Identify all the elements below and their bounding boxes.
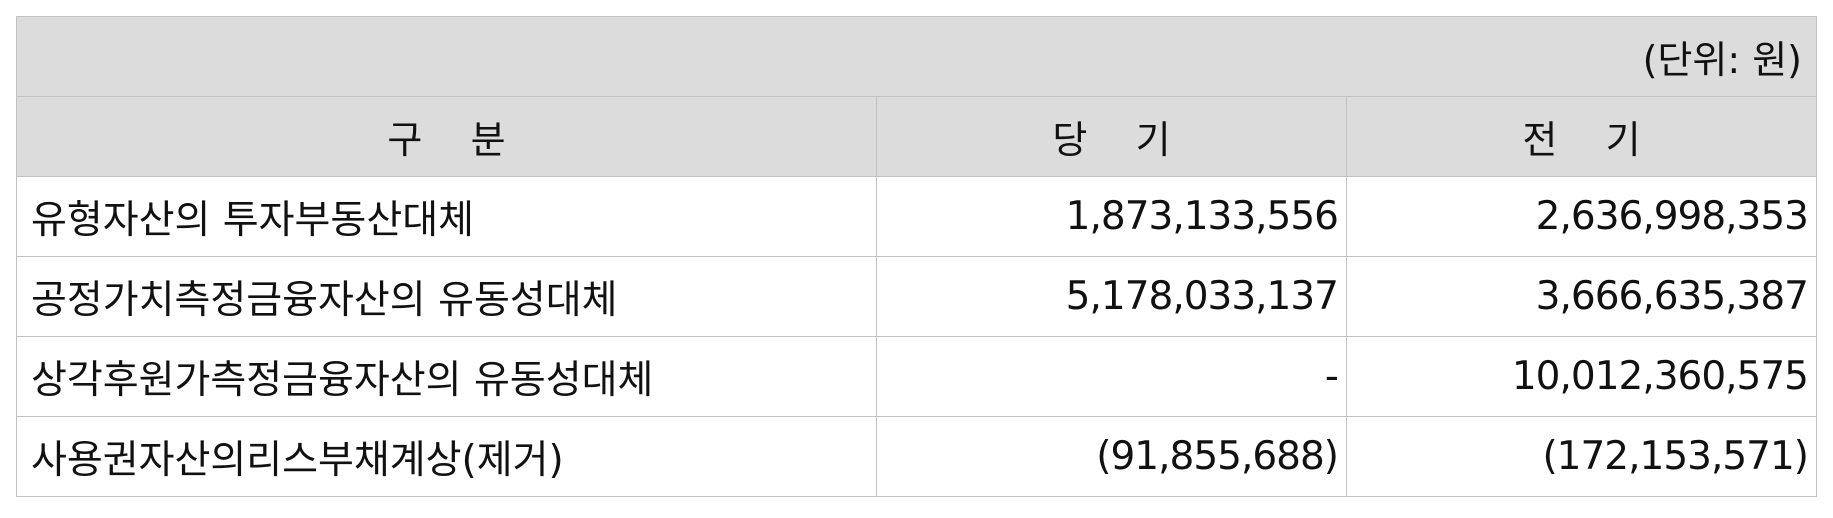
header-row: 구 분 당 기 전 기	[16, 96, 1817, 177]
prior-value: (172,153,571)	[1346, 416, 1817, 497]
table-container: (단위: 원) 구 분 당 기 전 기 유형자산의 투자부동산대체 1,873,…	[16, 16, 1817, 497]
row-label: 상각후원가측정금융자산의 유동성대체	[16, 336, 877, 417]
current-value: 5,178,033,137	[876, 256, 1347, 337]
table-row: 유형자산의 투자부동산대체 1,873,133,556 2,636,998,35…	[16, 176, 1817, 257]
unit-row: (단위: 원)	[16, 16, 1817, 97]
current-value: 1,873,133,556	[876, 176, 1347, 257]
header-current-period: 당 기	[876, 96, 1347, 177]
current-value: (91,855,688)	[876, 416, 1347, 497]
row-label: 유형자산의 투자부동산대체	[16, 176, 877, 257]
prior-value: 2,636,998,353	[1346, 176, 1817, 257]
prior-value: 3,666,635,387	[1346, 256, 1817, 337]
header-category: 구 분	[16, 96, 877, 177]
current-value: -	[876, 336, 1347, 417]
prior-value: 10,012,360,575	[1346, 336, 1817, 417]
row-label: 사용권자산의리스부채계상(제거)	[16, 416, 877, 497]
table-row: 사용권자산의리스부채계상(제거) (91,855,688) (172,153,5…	[16, 416, 1817, 497]
table-row: 상각후원가측정금융자산의 유동성대체 - 10,012,360,575	[16, 336, 1817, 417]
row-label: 공정가치측정금융자산의 유동성대체	[16, 256, 877, 337]
header-prior-period: 전 기	[1346, 96, 1817, 177]
non-cash-transactions-table: (단위: 원) 구 분 당 기 전 기 유형자산의 투자부동산대체 1,873,…	[16, 16, 1817, 497]
table-row: 공정가치측정금융자산의 유동성대체 5,178,033,137 3,666,63…	[16, 256, 1817, 337]
unit-note: (단위: 원)	[16, 16, 1817, 97]
